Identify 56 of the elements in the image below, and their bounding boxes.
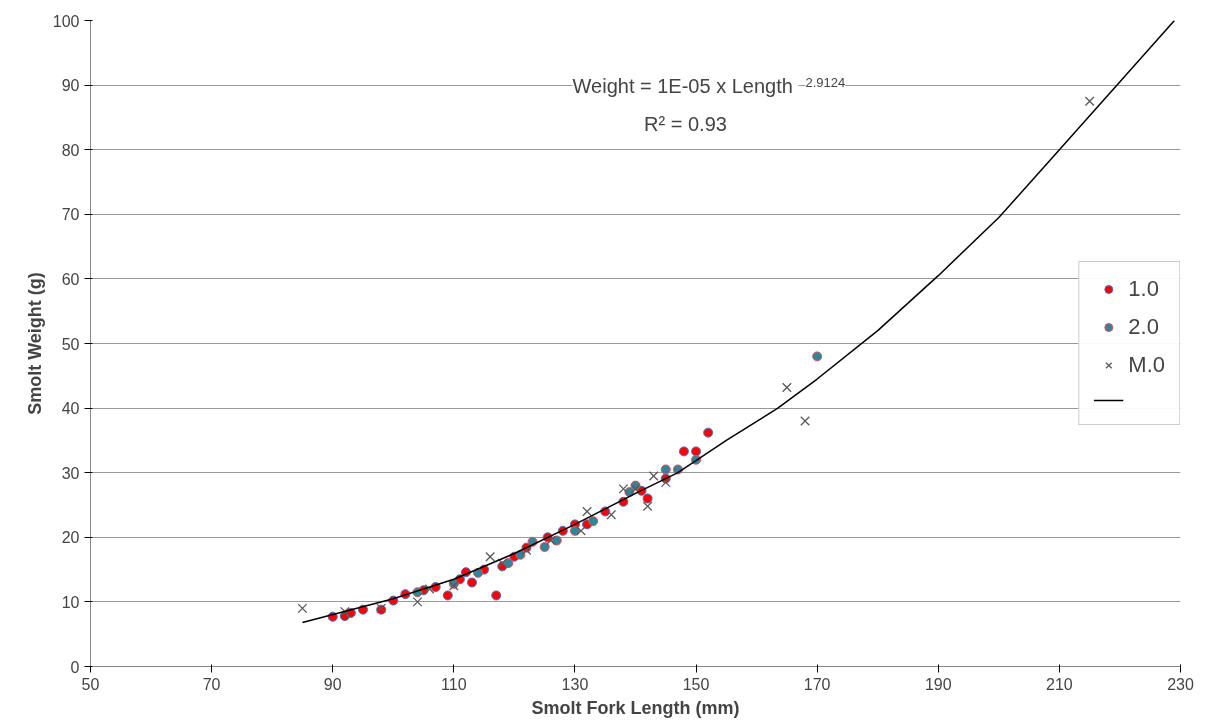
point	[618, 483, 629, 494]
x-tick-label: 190	[924, 675, 952, 693]
point	[642, 493, 653, 504]
point	[1084, 96, 1095, 107]
point	[339, 606, 350, 617]
point	[703, 427, 714, 438]
point	[606, 509, 617, 520]
point	[660, 477, 671, 488]
x-axis-title: Smolt Fork Length (mm)	[531, 697, 740, 718]
y-tick-label: 30	[61, 464, 80, 482]
x-tick-label: 130	[561, 675, 589, 693]
y-tick-label: 20	[61, 529, 80, 547]
x-tick-label: 170	[803, 675, 831, 693]
x-tick-label: 50	[81, 675, 100, 693]
y-tick-label: 70	[61, 206, 80, 224]
point	[642, 501, 653, 512]
y-tick-label: 10	[61, 593, 80, 611]
point	[485, 551, 496, 562]
point	[424, 584, 435, 594]
point	[660, 464, 671, 475]
y-tick-label: 50	[61, 335, 80, 353]
y-tick-label: 0	[70, 658, 80, 676]
point	[491, 590, 502, 601]
x-tick-label: 90	[323, 675, 342, 693]
point	[812, 351, 823, 362]
point	[412, 597, 423, 607]
point	[539, 542, 550, 552]
y-axis-title: Smolt Weight (g)	[24, 272, 45, 415]
y-tick-label: 80	[61, 141, 80, 159]
annotation: Weight = 1E-05 x Length 2.9124	[572, 74, 846, 97]
point	[442, 590, 453, 601]
annotation: R² = 0.93	[644, 112, 727, 135]
x-tick-label: 70	[202, 675, 221, 693]
point	[569, 525, 580, 536]
x-tick-label: 150	[682, 675, 710, 693]
y-tick-label: 40	[61, 400, 80, 418]
legend-label: 2.0	[1128, 314, 1159, 340]
point	[648, 471, 659, 481]
point	[678, 446, 689, 457]
x-tick-label: 210	[1046, 675, 1073, 693]
y-tick-label: 90	[61, 77, 80, 95]
line-series	[301, 20, 1176, 624]
legend-label: 1.0	[1128, 276, 1159, 302]
point	[582, 506, 592, 517]
point	[588, 516, 599, 527]
y-tick-label: 60	[61, 270, 80, 288]
legend-label: M.0	[1128, 352, 1165, 378]
point	[691, 446, 702, 457]
point	[576, 525, 586, 536]
point	[800, 416, 810, 426]
point	[782, 382, 792, 393]
point	[297, 603, 308, 614]
x-tick-label: 110	[441, 675, 467, 693]
y-tick-label: 100	[52, 12, 80, 30]
x-tick-label: 230	[1167, 675, 1194, 693]
point	[467, 577, 477, 588]
